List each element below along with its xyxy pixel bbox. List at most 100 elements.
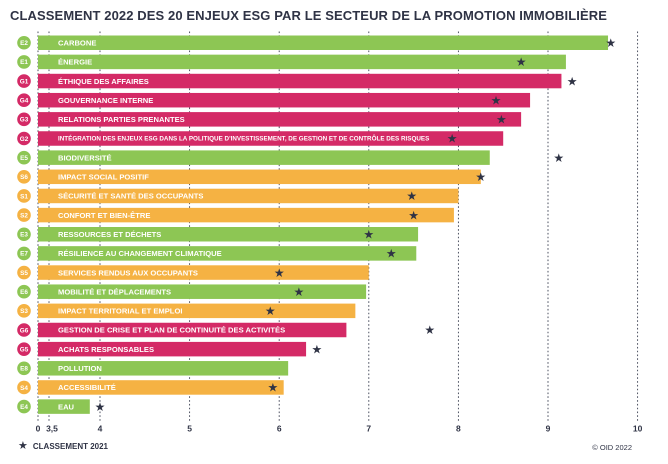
x-tick-label: 6 (277, 424, 282, 434)
bar (38, 284, 367, 299)
x-tick-label: 4 (98, 424, 103, 434)
bar-label: RÉSILIENCE AU CHANGEMENT CLIMATIQUE (58, 249, 222, 258)
x-tick-label: 8 (456, 424, 461, 434)
bar-label: ACCESSIBILITÉ (58, 383, 116, 392)
bar (38, 73, 562, 89)
star-marker: ★ (553, 151, 564, 165)
bar (38, 322, 347, 338)
x-tick-label: 7 (366, 424, 371, 434)
legend-label: CLASSEMENT 2021 (32, 442, 109, 451)
bar-label: ÉNERGIE (58, 58, 92, 67)
code-label: G1 (20, 78, 29, 85)
code-label: E4 (20, 404, 28, 411)
star-icon: ★ (18, 440, 28, 452)
bar-label: SÉCURITÉ ET SANTÉ DES OCCUPANTS (58, 192, 203, 201)
star-marker: ★ (363, 227, 374, 241)
bar-label: MOBILITÉ ET DÉPLACEMENTS (58, 287, 171, 296)
bar (38, 131, 504, 146)
bar-label: IMPACT TERRITORIAL ET EMPLOI (58, 307, 182, 316)
bar (38, 92, 531, 108)
star-marker: ★ (567, 74, 578, 88)
bar-label: INTÉGRATION DES ENJEUX ESG DANS LA POLIT… (58, 134, 429, 143)
code-badge (17, 170, 31, 184)
code-label: E2 (20, 40, 28, 47)
code-label: G6 (20, 327, 29, 334)
code-badge (17, 93, 31, 107)
bar (38, 112, 522, 127)
bar (38, 188, 459, 204)
code-badge (17, 304, 31, 318)
code-label: S6 (20, 174, 28, 181)
bar (38, 380, 284, 395)
bar (38, 303, 356, 319)
star-marker: ★ (311, 342, 322, 356)
code-badge (17, 246, 31, 261)
code-label: E8 (20, 366, 28, 373)
code-badge (17, 284, 31, 299)
bar (38, 35, 609, 50)
code-badge (17, 399, 31, 414)
source-credit: © OID 2022 (592, 443, 632, 452)
code-label: S1 (20, 193, 28, 200)
bar (38, 150, 490, 165)
bar-label: POLLUTION (58, 364, 102, 373)
star-marker: ★ (95, 400, 106, 414)
code-label: S2 (20, 212, 28, 219)
star-marker: ★ (265, 304, 276, 318)
star-marker: ★ (406, 189, 417, 203)
bar (38, 399, 90, 414)
bar-label: GOUVERNANCE INTERNE (58, 96, 153, 105)
code-label: E1 (20, 59, 28, 66)
code-label: G3 (20, 117, 29, 124)
star-marker: ★ (516, 55, 527, 69)
code-badge (17, 265, 31, 280)
code-badge (17, 227, 31, 242)
code-badge (17, 150, 31, 165)
x-tick-label: 9 (546, 424, 551, 434)
bar-label: CONFORT ET BIEN-ÊTRE (58, 211, 150, 220)
star-marker: ★ (496, 113, 507, 127)
bar-label: EAU (58, 402, 75, 411)
star-marker: ★ (491, 93, 502, 107)
bar-label: ACHATS RESPONSABLES (58, 345, 154, 354)
star-marker: ★ (475, 170, 486, 184)
bar-label: RELATIONS PARTIES PRENANTES (58, 115, 185, 124)
x-tick-label: 0 (36, 424, 41, 434)
bar (38, 54, 566, 70)
code-badge (17, 361, 31, 376)
code-badge (17, 189, 31, 203)
bar-label: BIODIVERSITÉ (58, 153, 112, 162)
code-badge (17, 208, 31, 222)
star-marker: ★ (424, 323, 435, 337)
code-label: S5 (20, 270, 28, 277)
bar-label: CARBONE (58, 38, 96, 47)
code-badge (17, 323, 31, 337)
bar (38, 169, 481, 185)
star-marker: ★ (274, 266, 285, 280)
code-label: E6 (20, 289, 28, 296)
code-badge (17, 131, 31, 146)
star-marker: ★ (408, 208, 419, 222)
bar (38, 227, 419, 242)
code-label: S3 (20, 308, 28, 315)
code-badge (17, 342, 31, 356)
star-marker: ★ (447, 132, 458, 146)
bar-label: ÉTHIQUE DES AFFAIRES (58, 77, 149, 86)
code-badge (17, 380, 31, 395)
bar-label: RESSOURCES ET DÉCHETS (58, 230, 161, 239)
legend: ★ CLASSEMENT 2021 (18, 441, 108, 452)
bar-label: IMPACT SOCIAL POSITIF (58, 173, 149, 182)
code-label: E5 (20, 155, 28, 162)
code-label: G5 (20, 346, 29, 353)
code-label: G2 (20, 136, 29, 143)
code-label: G4 (20, 98, 29, 105)
bar-label: GESTION DE CRISE ET PLAN DE CONTINUITÉ D… (58, 326, 285, 335)
star-marker: ★ (605, 36, 616, 50)
code-badge (17, 55, 31, 69)
bar (38, 207, 454, 223)
bar (38, 265, 369, 280)
bar-label: SERVICES RENDUS AUX OCCUPANTS (58, 268, 198, 277)
bar (38, 361, 289, 376)
code-label: S4 (20, 385, 28, 392)
